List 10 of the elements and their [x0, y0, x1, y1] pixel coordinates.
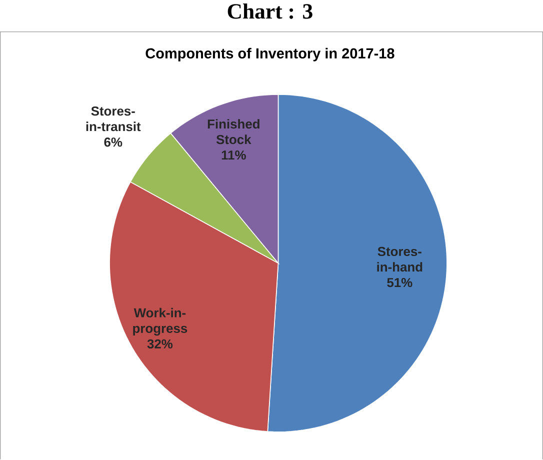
slice-label: Work-in-progress — [133, 308, 188, 336]
slice-label: Finished Stock — [208, 119, 260, 144]
slice-label: Stores-in-transit — [86, 106, 141, 132]
chart-subtitle: Components of Inventory in 2017-18 — [146, 48, 394, 62]
data-label: 32% — [147, 339, 173, 349]
slice-label: Stores-in-hand — [377, 247, 422, 272]
data-label: 51% — [387, 278, 412, 288]
data-label: 11% — [222, 150, 246, 160]
chart-title: Chart : 3 — [228, 4, 312, 20]
data-label: 6% — [104, 138, 122, 147]
